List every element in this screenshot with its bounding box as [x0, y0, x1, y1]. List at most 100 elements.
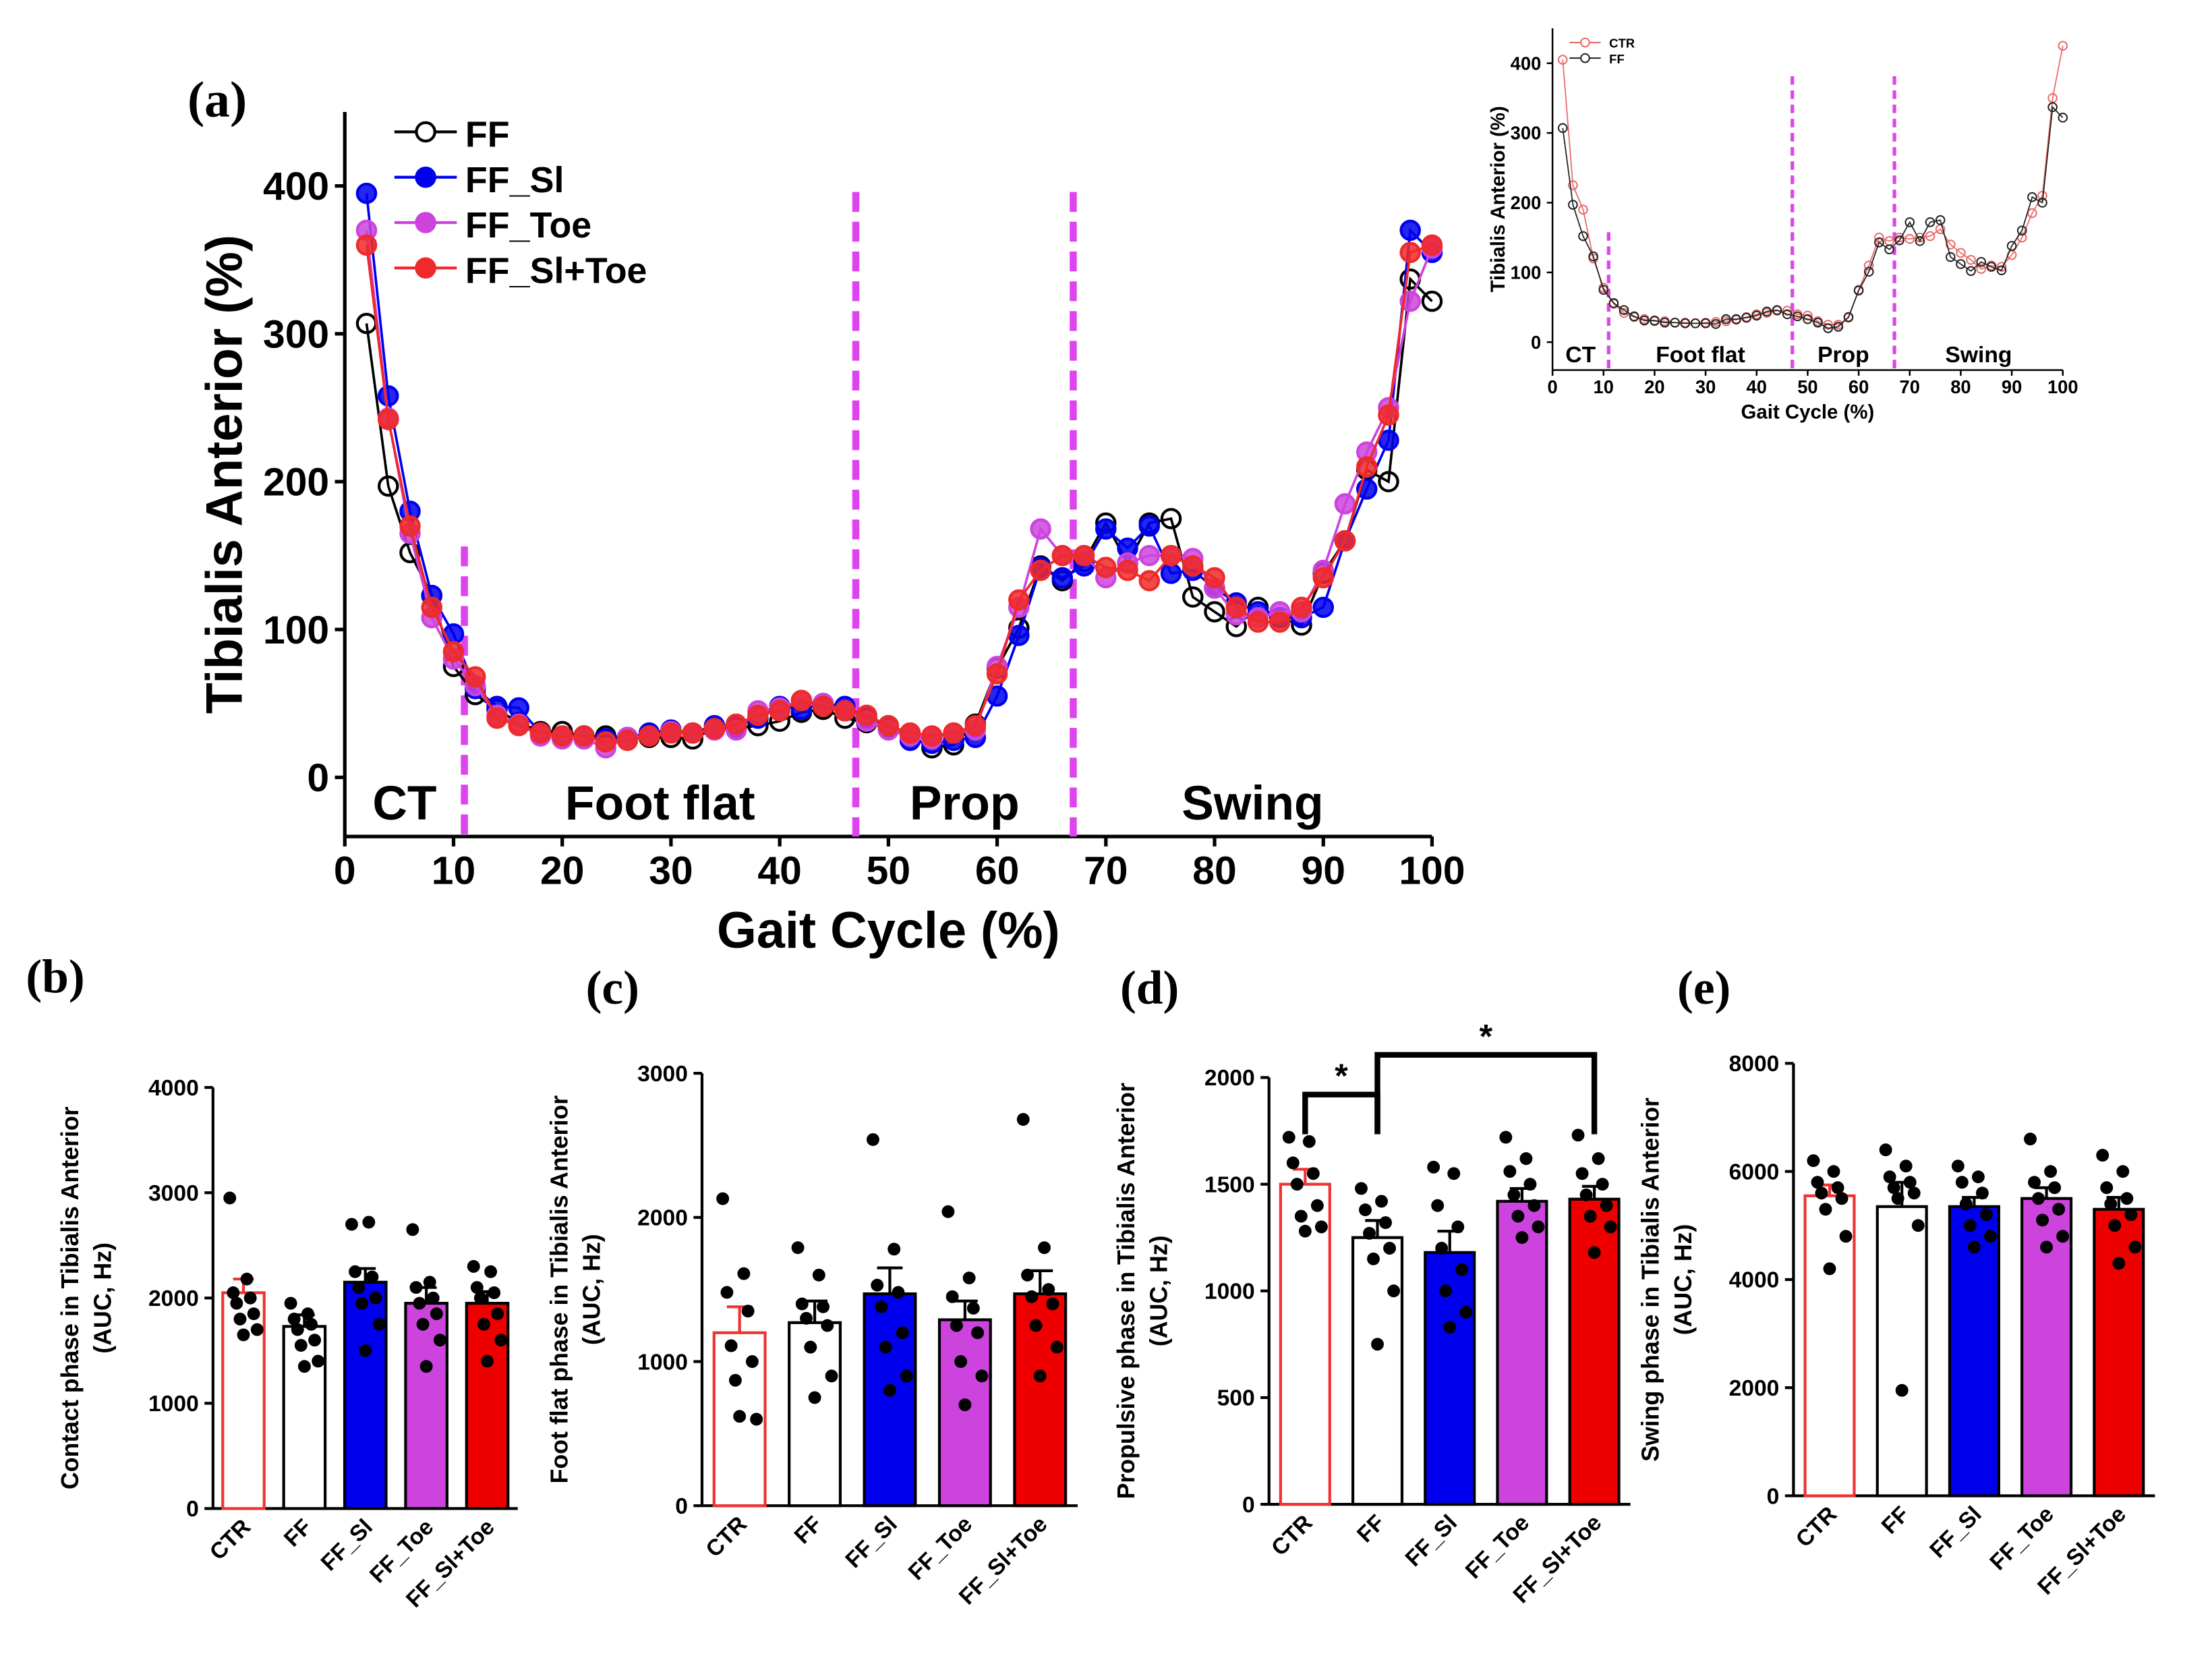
data-point — [2108, 1219, 2122, 1232]
data-point — [1823, 1262, 1836, 1276]
x-tick-label: FF — [279, 1514, 316, 1551]
data-point — [2048, 1181, 2062, 1195]
data-point — [573, 725, 595, 747]
data-point — [950, 1319, 963, 1332]
data-point — [1803, 314, 1813, 324]
data-point — [312, 1354, 325, 1368]
data-point — [362, 1216, 376, 1229]
series-line — [1562, 105, 2064, 329]
data-point — [1138, 515, 1161, 537]
data-point — [638, 725, 660, 747]
data-point — [1378, 404, 1399, 426]
data-point — [2058, 40, 2068, 51]
data-point — [2036, 1214, 2049, 1227]
bar — [1948, 1205, 2000, 1497]
data-point — [1451, 1220, 1465, 1234]
data-point — [1363, 1226, 1376, 1240]
data-point — [1302, 1135, 1316, 1148]
data-point — [1312, 567, 1334, 589]
data-point — [1375, 1195, 1388, 1208]
data-point — [1976, 264, 1987, 275]
data-point — [1557, 123, 1568, 134]
y-tick-label: 500 — [1217, 1386, 1255, 1411]
data-point — [1819, 1203, 1832, 1216]
data-point — [1963, 1219, 1977, 1232]
panel-label: (e) — [1677, 961, 1730, 1015]
data-point — [442, 641, 465, 662]
data-point — [595, 731, 616, 753]
data-point — [964, 714, 987, 737]
data-point — [529, 722, 552, 744]
data-point — [473, 1291, 487, 1305]
data-point — [1903, 1176, 1917, 1189]
data-point — [703, 718, 726, 739]
data-point — [954, 1355, 968, 1368]
data-point — [1792, 311, 1803, 322]
data-point — [1160, 544, 1182, 567]
data-point — [1650, 315, 1660, 326]
data-point — [1046, 1297, 1059, 1311]
y-tick-label: 3000 — [637, 1062, 688, 1087]
data-point — [1225, 596, 1248, 619]
y-axis-title: (AUC, Hz) — [89, 1243, 116, 1354]
data-point — [294, 1339, 308, 1352]
data-point — [1955, 1176, 1969, 1189]
phase-label: Prop — [1817, 343, 1869, 368]
y-tick-label: 2000 — [1729, 1376, 1780, 1401]
data-point — [1721, 314, 1731, 324]
legend-label: FF_Toe — [465, 205, 591, 246]
data-point — [486, 707, 508, 729]
data-point — [421, 596, 443, 619]
data-point — [2058, 113, 2068, 123]
y-tick-label: 4000 — [148, 1076, 199, 1101]
data-point — [2128, 1240, 2142, 1254]
x-tick-label: FF_Toe — [1461, 1510, 1534, 1584]
data-point — [1427, 1160, 1440, 1174]
data-point — [372, 1317, 386, 1331]
data-point — [1598, 285, 1609, 295]
y-tick-label: 200 — [263, 461, 329, 505]
data-point — [1959, 1197, 1973, 1211]
x-tick-label: 70 — [1084, 849, 1128, 893]
data-point — [1710, 319, 1721, 329]
data-point — [378, 409, 399, 430]
data-point — [1431, 1199, 1445, 1212]
data-point — [1532, 1220, 1545, 1234]
data-point — [1827, 1165, 1840, 1178]
x-tick-label: FF_Sl — [1925, 1502, 1987, 1563]
data-point — [1247, 611, 1269, 633]
data-point — [2032, 1192, 2045, 1205]
x-tick-label: FF — [1353, 1510, 1390, 1547]
data-point — [2016, 225, 2027, 236]
data-point — [223, 1191, 237, 1205]
data-point — [1811, 1176, 1824, 1189]
data-point — [725, 713, 747, 735]
data-point — [791, 1241, 805, 1255]
data-point — [1833, 322, 1844, 332]
data-point — [1042, 1283, 1055, 1296]
data-point — [284, 1296, 297, 1310]
data-point — [1751, 310, 1762, 321]
y-tick-label: 400 — [263, 165, 329, 208]
data-point — [747, 704, 769, 726]
x-tick-label: 50 — [867, 849, 910, 893]
y-tick-label: 0 — [307, 756, 329, 800]
data-point — [1568, 180, 1578, 190]
data-point — [1575, 1167, 1589, 1180]
data-point — [1831, 1181, 1844, 1195]
data-point — [962, 1272, 976, 1285]
series-line — [365, 276, 1433, 749]
data-point — [817, 1300, 830, 1313]
data-point — [1853, 285, 1864, 296]
data-point — [1515, 1231, 1529, 1245]
phase-label: CT — [372, 776, 436, 830]
data-point — [1455, 1263, 1469, 1276]
y-tick-label: 300 — [263, 312, 329, 356]
data-point — [800, 1311, 813, 1325]
data-point — [986, 663, 1008, 685]
data-point — [1314, 1220, 1328, 1234]
data-point — [871, 1278, 884, 1292]
x-tick-label: FF_Sl — [1401, 1510, 1462, 1572]
data-point — [1030, 518, 1051, 540]
data-point — [355, 1296, 369, 1310]
